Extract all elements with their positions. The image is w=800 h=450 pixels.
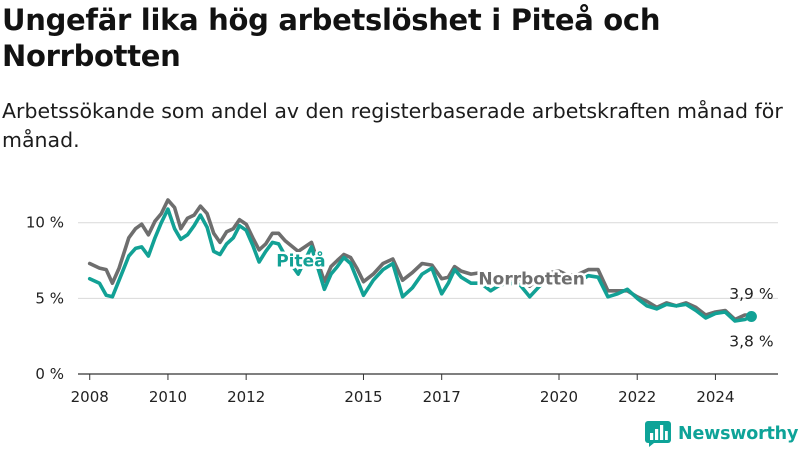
brand-name: Newsworthy [678,424,799,444]
series-label-norrbotten-halo: Norrbotten [478,270,584,290]
x-tick-label: 2008 [71,388,109,406]
x-tick-label: 2015 [344,388,382,406]
y-tick-label: 10 % [26,214,64,232]
x-tick-label: 2017 [423,388,461,406]
x-tick-label: 2022 [618,388,656,406]
chart-subtitle: Arbetssökande som andel av den registerb… [2,99,783,152]
series-label-norrbotten: Norrbotten [478,270,584,290]
end-point-dot [745,311,757,323]
newsworthy-logo-icon [645,421,671,447]
chart-title: Ungefär lika hög arbetslöshet i Piteå oc… [2,3,661,73]
series-line-pitea [87,207,754,323]
series-line-norrbotten [87,198,754,322]
series-label-pitea-halo: Piteå [276,250,325,272]
x-tick-label: 2020 [540,388,578,406]
x-tick-label: 2024 [696,388,734,406]
end-label-norrbotten: 3,9 % [729,285,773,303]
end-label-pitea: 3,8 % [729,333,773,351]
series-label-pitea: Piteå [276,250,325,272]
x-tick-label: 2010 [149,388,187,406]
y-tick-label: 5 % [35,289,64,307]
brand-logo: Newsworthy [645,419,798,449]
y-tick-label: 0 % [35,365,64,383]
x-tick-label: 2012 [227,388,265,406]
